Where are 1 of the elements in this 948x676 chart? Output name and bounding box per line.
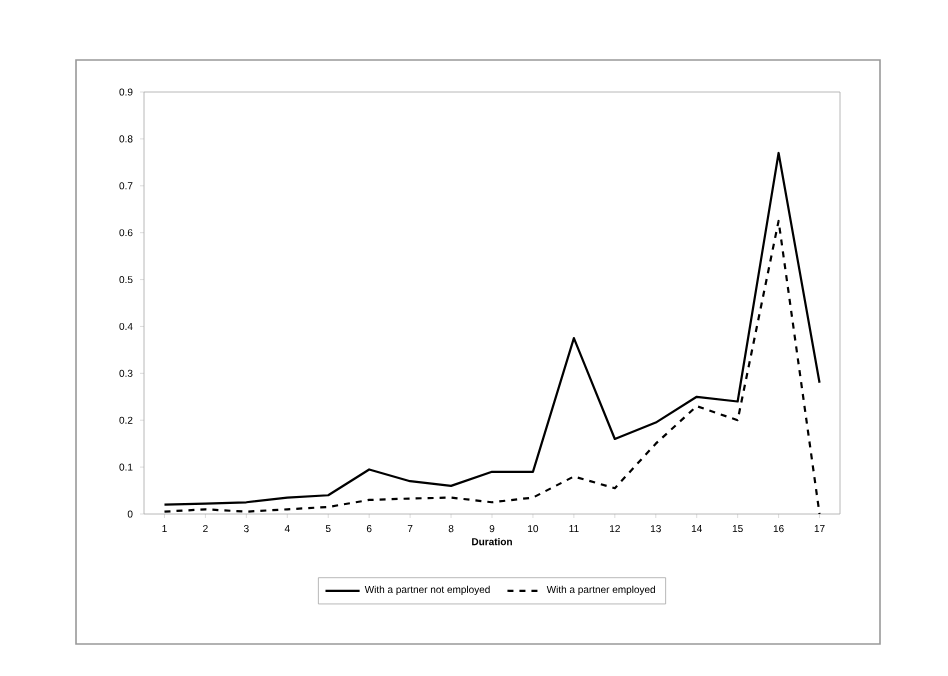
line-series: [163, 151, 821, 506]
